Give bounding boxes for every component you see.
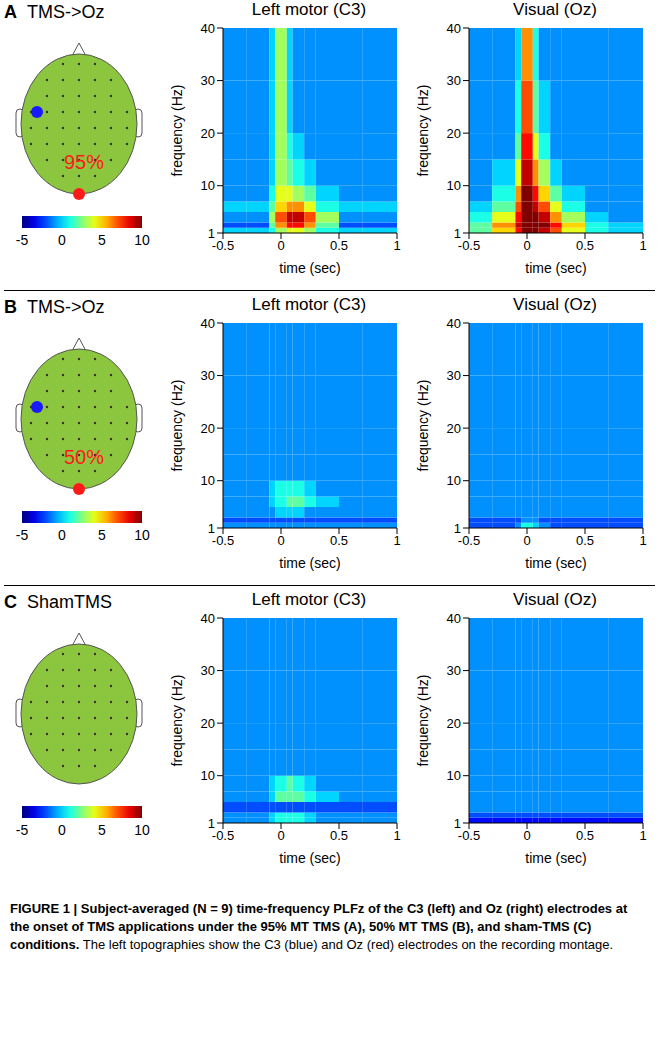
- svg-text:-5: -5: [16, 822, 29, 838]
- svg-text:0: 0: [277, 238, 284, 253]
- svg-text:40: 40: [447, 317, 461, 331]
- svg-text:0: 0: [58, 822, 66, 838]
- svg-text:1: 1: [393, 828, 400, 843]
- html-text:Visual (Oz): Visual (Oz): [513, 0, 597, 19]
- svg-text:95%: 95%: [64, 151, 104, 173]
- svg-text:5: 5: [98, 232, 106, 248]
- svg-text:20: 20: [447, 421, 461, 436]
- svg-text:frequency (Hz): frequency (Hz): [169, 675, 185, 767]
- svg-text:0.5: 0.5: [330, 533, 348, 548]
- svg-text:0.5: 0.5: [330, 238, 348, 253]
- svg-text:1: 1: [639, 238, 646, 253]
- svg-text:1: 1: [393, 238, 400, 253]
- svg-text:0: 0: [523, 238, 530, 253]
- svg-text:30: 30: [447, 73, 461, 88]
- svg-text:frequency (Hz): frequency (Hz): [415, 675, 431, 767]
- svg-text:30: 30: [201, 663, 215, 678]
- svg-text:1: 1: [208, 816, 215, 831]
- svg-text:1: 1: [208, 226, 215, 241]
- html-text:Left motor (C3): Left motor (C3): [251, 590, 367, 609]
- svg-text:0: 0: [277, 533, 284, 548]
- svg-text:0: 0: [58, 527, 66, 543]
- svg-text:10: 10: [134, 232, 150, 248]
- svg-text:time (sec): time (sec): [525, 260, 586, 276]
- svg-text:-0.5: -0.5: [458, 828, 480, 843]
- svg-text:30: 30: [447, 368, 461, 383]
- svg-text:30: 30: [447, 663, 461, 678]
- svg-text:-0.5: -0.5: [212, 828, 234, 843]
- svg-text:0.5: 0.5: [576, 828, 594, 843]
- svg-text:time (sec): time (sec): [525, 850, 586, 866]
- svg-text:-5: -5: [16, 527, 29, 543]
- svg-text:30: 30: [201, 73, 215, 88]
- svg-text:0: 0: [523, 828, 530, 843]
- svg-text:20: 20: [201, 126, 215, 141]
- svg-text:time (sec): time (sec): [279, 555, 340, 571]
- svg-text:-0.5: -0.5: [458, 533, 480, 548]
- svg-text:0.5: 0.5: [330, 828, 348, 843]
- svg-text:time (sec): time (sec): [525, 555, 586, 571]
- svg-text:10: 10: [134, 527, 150, 543]
- svg-text:0: 0: [277, 828, 284, 843]
- svg-text:40: 40: [201, 317, 215, 331]
- html-text:C: C: [4, 592, 17, 612]
- svg-text:-5: -5: [16, 232, 29, 248]
- svg-text:1: 1: [454, 226, 461, 241]
- svg-text:20: 20: [447, 716, 461, 731]
- svg-text:1: 1: [393, 533, 400, 548]
- svg-text:10: 10: [201, 768, 215, 783]
- svg-text:time (sec): time (sec): [279, 850, 340, 866]
- svg-text:40: 40: [447, 22, 461, 36]
- svg-text:10: 10: [201, 178, 215, 193]
- svg-text:50%: 50%: [64, 446, 104, 468]
- svg-text:40: 40: [201, 612, 215, 626]
- html-text:TMS->Oz: TMS->Oz: [27, 297, 105, 317]
- svg-text:10: 10: [201, 473, 215, 488]
- svg-text:-0.5: -0.5: [458, 238, 480, 253]
- svg-text:0: 0: [58, 232, 66, 248]
- html-text:Visual (Oz): Visual (Oz): [513, 295, 597, 314]
- svg-text:1: 1: [639, 533, 646, 548]
- svg-text:frequency (Hz): frequency (Hz): [169, 85, 185, 177]
- html-text:B: B: [4, 297, 17, 317]
- svg-text:20: 20: [447, 126, 461, 141]
- svg-text:frequency (Hz): frequency (Hz): [169, 380, 185, 472]
- html-text:FIGURE 1 | Subject-averaged (N: FIGURE 1 | Subject-averaged (N = 9) time…: [10, 901, 628, 952]
- svg-text:20: 20: [201, 421, 215, 436]
- svg-text:10: 10: [447, 768, 461, 783]
- svg-text:frequency (Hz): frequency (Hz): [415, 380, 431, 472]
- html-text:ShamTMS: ShamTMS: [27, 592, 112, 612]
- svg-text:20: 20: [201, 716, 215, 731]
- html-text:TMS->Oz: TMS->Oz: [27, 2, 105, 22]
- svg-text:10: 10: [447, 473, 461, 488]
- svg-text:5: 5: [98, 527, 106, 543]
- svg-text:0.5: 0.5: [576, 238, 594, 253]
- svg-text:frequency (Hz): frequency (Hz): [415, 85, 431, 177]
- html-text:Left motor (C3): Left motor (C3): [251, 0, 367, 19]
- html-text:Visual (Oz): Visual (Oz): [513, 590, 597, 609]
- svg-text:5: 5: [98, 822, 106, 838]
- svg-text:-0.5: -0.5: [212, 238, 234, 253]
- svg-text:10: 10: [447, 178, 461, 193]
- html-text:A: A: [4, 2, 17, 22]
- svg-text:40: 40: [447, 612, 461, 626]
- svg-text:1: 1: [454, 816, 461, 831]
- svg-text:1: 1: [454, 521, 461, 536]
- svg-text:40: 40: [201, 22, 215, 36]
- svg-text:0: 0: [523, 533, 530, 548]
- svg-text:1: 1: [639, 828, 646, 843]
- svg-text:time (sec): time (sec): [279, 260, 340, 276]
- html-text:Left motor (C3): Left motor (C3): [251, 295, 367, 314]
- svg-text:30: 30: [201, 368, 215, 383]
- svg-text:-0.5: -0.5: [212, 533, 234, 548]
- svg-text:1: 1: [208, 521, 215, 536]
- svg-text:10: 10: [134, 822, 150, 838]
- svg-text:0.5: 0.5: [576, 533, 594, 548]
